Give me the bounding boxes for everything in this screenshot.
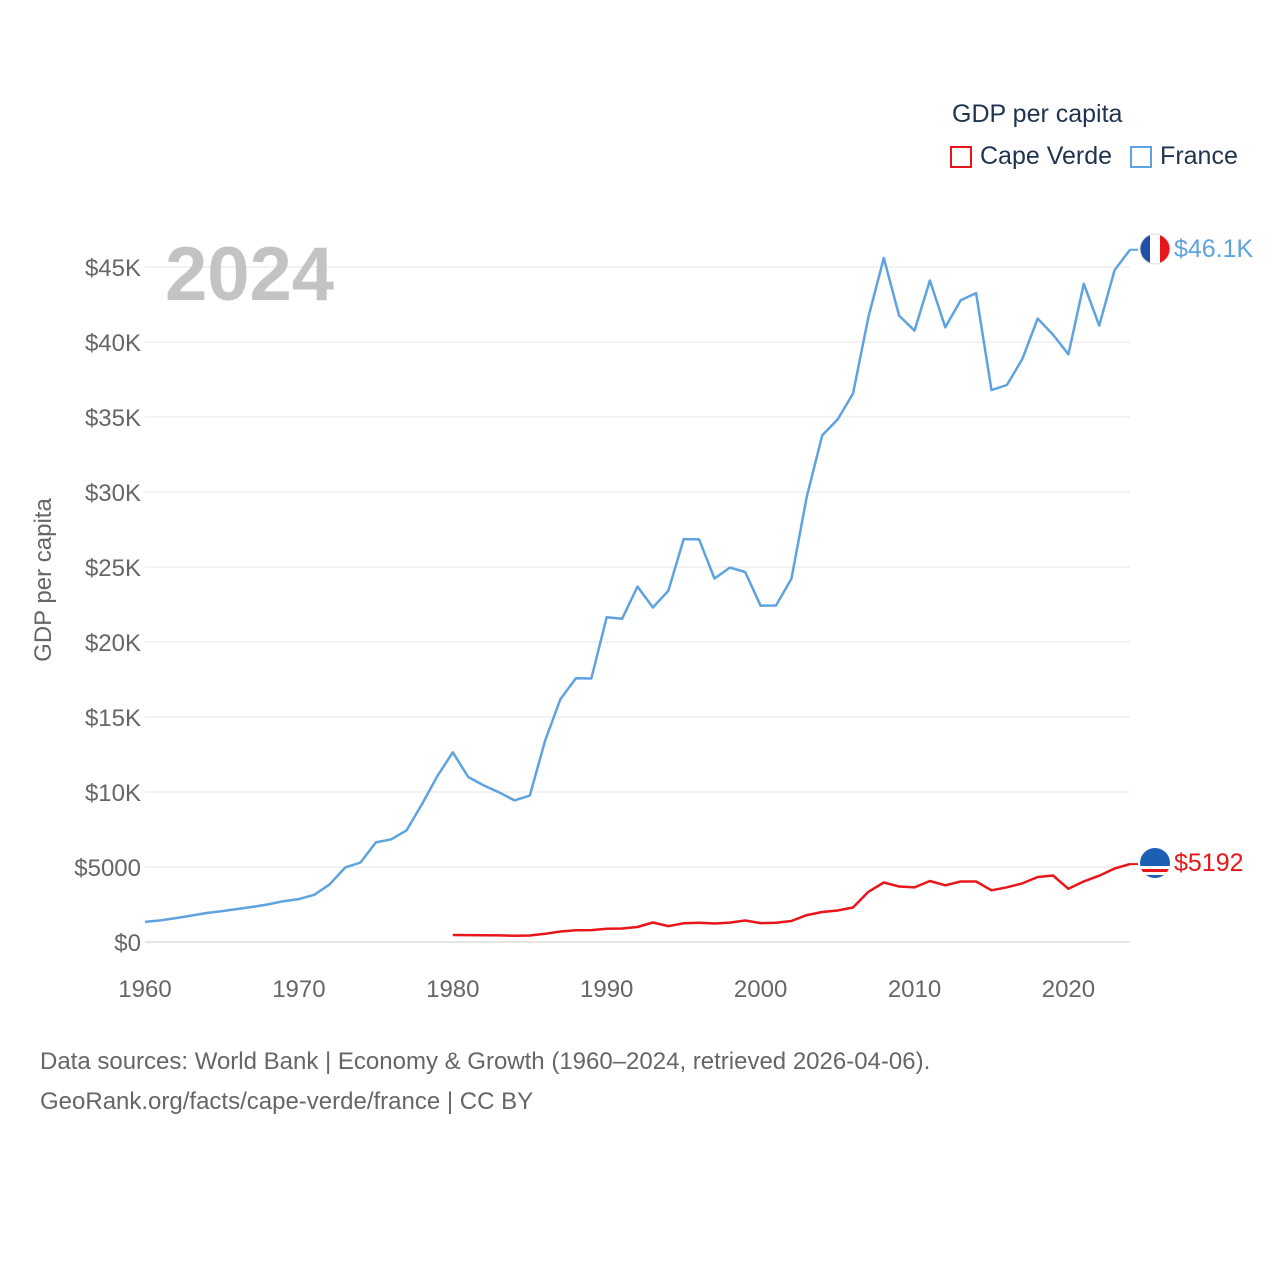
y-tick-label: $40K	[85, 330, 141, 357]
x-tick-label: 1970	[272, 976, 325, 1003]
x-tick-label: 1980	[426, 976, 479, 1003]
data-source-text: Data sources: World Bank | Economy & Gro…	[40, 1048, 931, 1075]
cape-verde-series-line	[452, 862, 1131, 937]
france-series-line	[144, 249, 1131, 924]
attribution-text: GeoRank.org/facts/cape-verde/france | CC…	[40, 1088, 534, 1115]
year-watermark: 2024	[165, 232, 334, 317]
y-tick-label: $10K	[85, 780, 141, 807]
legend: Cape Verde France	[950, 142, 1256, 171]
legend-label-cape-verde: Cape Verde	[980, 142, 1113, 170]
y-tick-label: $35K	[85, 405, 141, 432]
cape-verde-end-label: $5192	[1174, 849, 1244, 877]
x-tick-label: 2010	[888, 976, 941, 1003]
x-tick-label: 2020	[1042, 976, 1095, 1003]
y-tick-label: $30K	[85, 480, 141, 507]
footer: Data sources: World Bank | Economy & Gro…	[40, 1042, 930, 1122]
cape-verde-swatch	[950, 145, 972, 168]
legend-title: GDP per capita	[952, 100, 1123, 128]
cape-verde-flag-icon	[1140, 848, 1170, 878]
y-tick-label: $20K	[85, 630, 141, 657]
france-swatch	[1130, 145, 1153, 168]
x-tick-label: 2000	[734, 976, 787, 1003]
legend-item-cape-verde[interactable]: Cape Verde	[950, 142, 1112, 171]
legend-label-france: France	[1160, 142, 1238, 170]
y-tick-label: $15K	[85, 705, 141, 732]
y-tick-label: $25K	[85, 555, 141, 582]
y-axis-title: GDP per capita	[30, 498, 57, 662]
y-tick-label: $5000	[74, 855, 141, 882]
x-tick-label: 1990	[580, 976, 633, 1003]
france-end-label: $46.1K	[1174, 235, 1254, 263]
y-tick-label: $0	[114, 930, 141, 957]
y-tick-label: $45K	[85, 255, 141, 282]
x-tick-label: 1960	[118, 976, 171, 1003]
legend-item-france[interactable]: France	[1130, 142, 1238, 171]
france-flag-icon	[1139, 233, 1171, 265]
